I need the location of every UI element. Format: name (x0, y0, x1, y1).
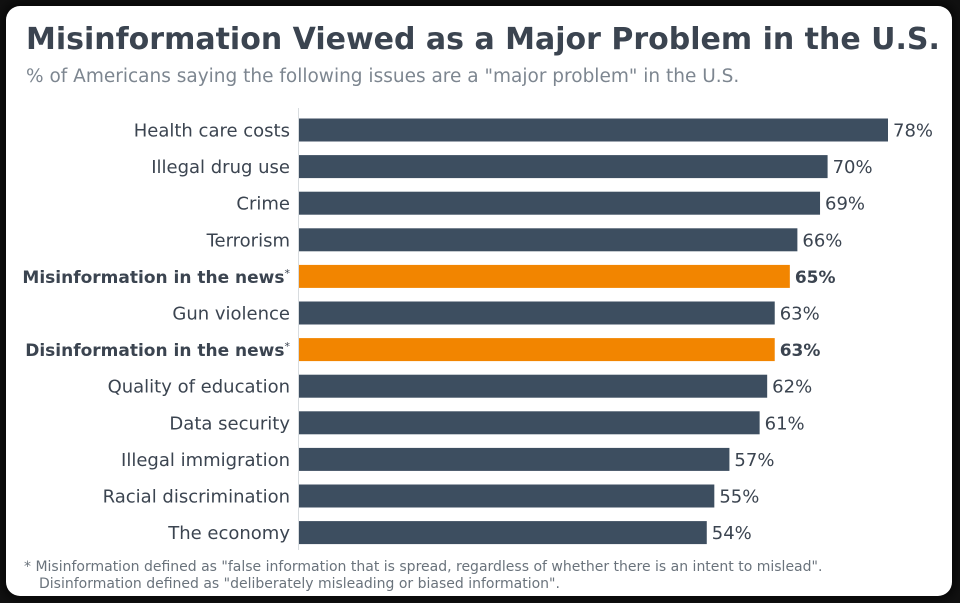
value-label: 63% (780, 304, 820, 325)
footnote: * Misinformation defined as "false infor… (24, 559, 822, 593)
bar (299, 484, 715, 508)
bar (299, 338, 775, 362)
category-label: Terrorism (206, 230, 290, 251)
category-label: Gun violence (172, 304, 290, 325)
category-label: Health care costs (134, 121, 290, 142)
bar (299, 521, 707, 545)
value-label: 62% (772, 377, 812, 398)
bar (299, 118, 888, 142)
category-label: Disinformation in the news* (25, 340, 290, 361)
category-label: Misinformation in the news* (22, 267, 290, 288)
category-label: Crime (236, 194, 290, 215)
footnote-line-1: * Misinformation defined as "false infor… (24, 559, 823, 575)
value-label: 78% (893, 121, 933, 142)
value-label: 55% (719, 487, 759, 508)
bar (299, 228, 798, 252)
value-label: 65% (795, 268, 836, 288)
bar (299, 374, 768, 398)
category-label: The economy (167, 523, 290, 544)
footnote-line-2: Disinformation defined as "deliberately … (39, 576, 560, 592)
value-label: 61% (765, 413, 805, 434)
category-label: Quality of education (108, 377, 290, 398)
value-label: 66% (802, 230, 842, 251)
category-label: Illegal immigration (121, 450, 290, 471)
chart-title: Misinformation Viewed as a Major Problem… (26, 22, 940, 57)
bar (299, 411, 760, 435)
bar (299, 191, 821, 215)
value-label: 70% (833, 157, 873, 178)
value-label: 54% (712, 523, 752, 544)
value-label: 63% (780, 341, 821, 361)
bar (299, 264, 790, 288)
category-label: Data security (169, 413, 290, 434)
bar (299, 155, 828, 179)
chart-subtitle: % of Americans saying the following issu… (26, 66, 740, 87)
category-label: Racial discrimination (103, 487, 290, 508)
value-label: 57% (734, 450, 774, 471)
bar (299, 301, 775, 325)
bar (299, 447, 730, 471)
value-label: 69% (825, 194, 865, 215)
category-label: Illegal drug use (151, 157, 290, 178)
